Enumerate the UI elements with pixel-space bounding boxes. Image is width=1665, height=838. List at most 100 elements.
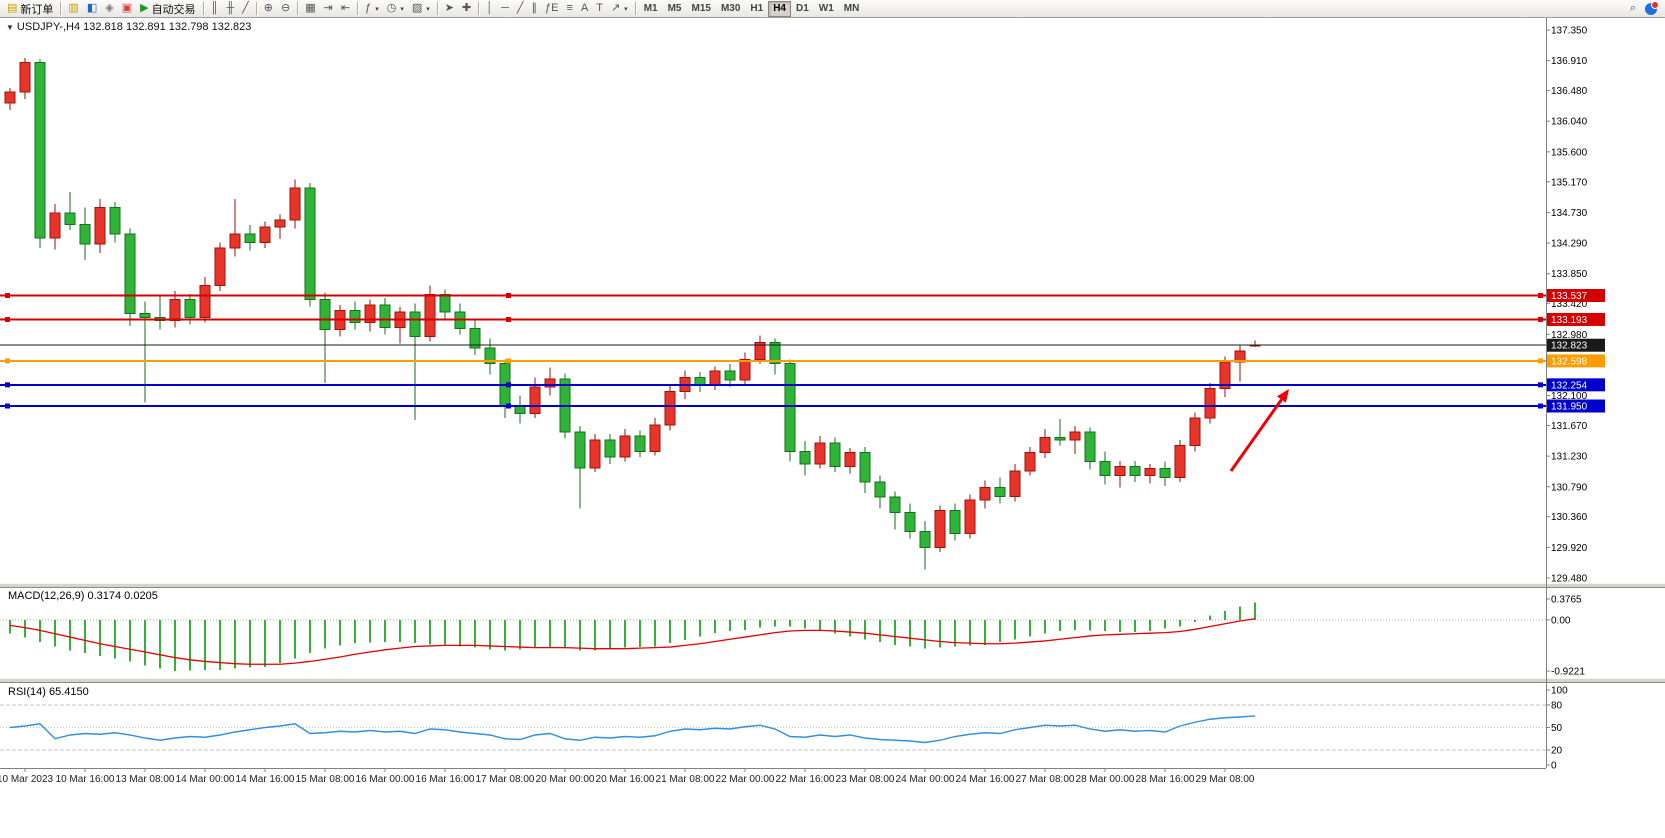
candle: [634, 435, 646, 452]
candle: [34, 62, 46, 239]
price-axis-label: 133.420: [1551, 299, 1588, 310]
draw-shapes-button[interactable]: ≡: [562, 1, 576, 17]
auto-trading-icon: ▶: [140, 2, 149, 14]
periods-button[interactable]: ◷ ▾: [383, 1, 408, 17]
timeframe-w1-button[interactable]: W1: [814, 1, 839, 17]
level-handle[interactable]: [5, 316, 10, 322]
macd-histogram-bar: [819, 619, 821, 631]
macd-histogram-bar: [234, 619, 236, 669]
crosshair-button[interactable]: ✚: [458, 1, 475, 17]
timeframe-h4-button[interactable]: H4: [768, 0, 791, 17]
timeframe-m5-button[interactable]: M5: [663, 1, 687, 17]
macd-histogram-bar: [279, 619, 281, 664]
macd-histogram-bar: [849, 619, 851, 637]
chart-collapse-button[interactable]: ▼: [6, 22, 14, 32]
draw-channel-icon: ∥: [531, 2, 537, 14]
trend-arrow[interactable]: [1229, 398, 1283, 472]
candle: [1219, 361, 1231, 390]
level-handle[interactable]: [506, 382, 511, 388]
toolbar-group-windows: ▦ ⇥ ⇤: [301, 1, 354, 17]
timeframe-d1-button[interactable]: D1: [791, 1, 814, 17]
templates-button[interactable]: ▨ ▾: [408, 1, 434, 17]
draw-fibonacci-button[interactable]: ƒE: [541, 1, 562, 17]
macd-histogram-bar: [114, 619, 116, 659]
candle: [1144, 468, 1156, 477]
macd-histogram-bar: [99, 619, 101, 656]
timeframe-m1-button[interactable]: M1: [639, 1, 663, 17]
candle: [619, 435, 631, 458]
pane-separator[interactable]: [0, 583, 1665, 588]
timeframe-m15-button[interactable]: M15: [687, 1, 716, 17]
level-handle[interactable]: [5, 403, 10, 409]
level-handle[interactable]: [506, 293, 511, 299]
level-handle[interactable]: [506, 403, 511, 409]
draw-vertical-line-button[interactable]: │: [482, 1, 497, 17]
draw-trendline-icon: ╱: [516, 2, 524, 14]
timeframe-h1-button[interactable]: H1: [745, 1, 768, 17]
candle: [439, 294, 451, 313]
level-handle[interactable]: [1538, 382, 1543, 388]
price-axis-label: 136.910: [1551, 56, 1588, 67]
market-watch-button[interactable]: ▥: [64, 1, 82, 17]
community-notification-icon[interactable]: [1645, 0, 1659, 15]
level-handle[interactable]: [506, 316, 511, 322]
price-axis-label: 131.670: [1551, 421, 1588, 432]
level-handle[interactable]: [5, 382, 10, 388]
macd-histogram-bar: [939, 619, 941, 648]
draw-trendline-button[interactable]: ╱: [513, 1, 528, 17]
macd-histogram-bar: [1224, 611, 1226, 620]
level-handle[interactable]: [506, 358, 511, 364]
pane-separator[interactable]: [0, 678, 1665, 683]
draw-arrows-button[interactable]: ↗ ▾: [607, 1, 632, 17]
level-handle[interactable]: [1538, 316, 1543, 322]
candle: [1234, 350, 1246, 363]
macd-histogram-bar: [1149, 619, 1151, 631]
indicators-button[interactable]: ƒ ▾: [361, 1, 383, 17]
macd-histogram-bar: [369, 619, 371, 643]
navigator-button[interactable]: ◈: [101, 1, 117, 17]
zoom-in-button[interactable]: ⊕: [260, 1, 277, 17]
terminal-button[interactable]: ▣: [118, 1, 136, 17]
timeframe-m30-button[interactable]: M30: [716, 1, 745, 17]
draw-text-label-button[interactable]: T: [592, 1, 607, 17]
auto-trading-button[interactable]: ▶ 自动交易: [136, 1, 199, 17]
macd-histogram-bar: [429, 619, 431, 645]
tile-windows-button[interactable]: ▦: [301, 1, 319, 17]
search-button[interactable]: ⌕: [1626, 1, 1640, 17]
draw-text-button[interactable]: A: [577, 1, 592, 17]
time-axis-label: 14 Mar 16:00: [236, 774, 295, 785]
cursor-button[interactable]: ➤: [441, 1, 458, 17]
candlestick-mode-button[interactable]: ╫: [222, 1, 238, 17]
candle: [19, 62, 31, 93]
candle: [484, 347, 496, 365]
time-axis-label: 20 Mar 00:00: [536, 774, 595, 785]
chart-shift-button[interactable]: ⇤: [337, 1, 354, 17]
draw-channel-button[interactable]: ∥: [527, 1, 541, 17]
time-axis-label: 16 Mar 00:00: [356, 774, 415, 785]
auto-scroll-button[interactable]: ⇥: [320, 1, 337, 17]
line-chart-mode-button[interactable]: ╱: [238, 1, 253, 17]
draw-horizontal-line-button[interactable]: ─: [497, 1, 513, 17]
chart-background[interactable]: [0, 18, 1665, 792]
bar-chart-mode-button[interactable]: ║: [207, 1, 223, 17]
price-tags: 133.537 133.193 132.823 132.598 132.254 131.9…: [1547, 289, 1605, 413]
timeframe-mn-button[interactable]: MN: [839, 1, 865, 17]
level-handle[interactable]: [1538, 403, 1543, 409]
macd-histogram-bar: [729, 619, 731, 631]
level-handle[interactable]: [1538, 293, 1543, 299]
new-order-button[interactable]: ▤ 新订单: [3, 1, 57, 17]
level-handle[interactable]: [5, 358, 10, 364]
macd-histogram-bar: [789, 619, 791, 627]
level-handle[interactable]: [5, 293, 10, 299]
candle: [589, 439, 601, 469]
zoom-out-button[interactable]: ⊖: [277, 1, 294, 17]
indicators-icon: ƒ: [365, 2, 372, 14]
candle: [1129, 466, 1141, 477]
level-handle[interactable]: [1538, 358, 1543, 364]
draw-text-icon: A: [580, 2, 589, 14]
macd-histogram-bar: [1014, 619, 1016, 640]
data-window-button[interactable]: ◧: [83, 1, 101, 17]
macd-histogram-bar: [924, 619, 926, 649]
new-order-label: 新订单: [20, 3, 54, 16]
